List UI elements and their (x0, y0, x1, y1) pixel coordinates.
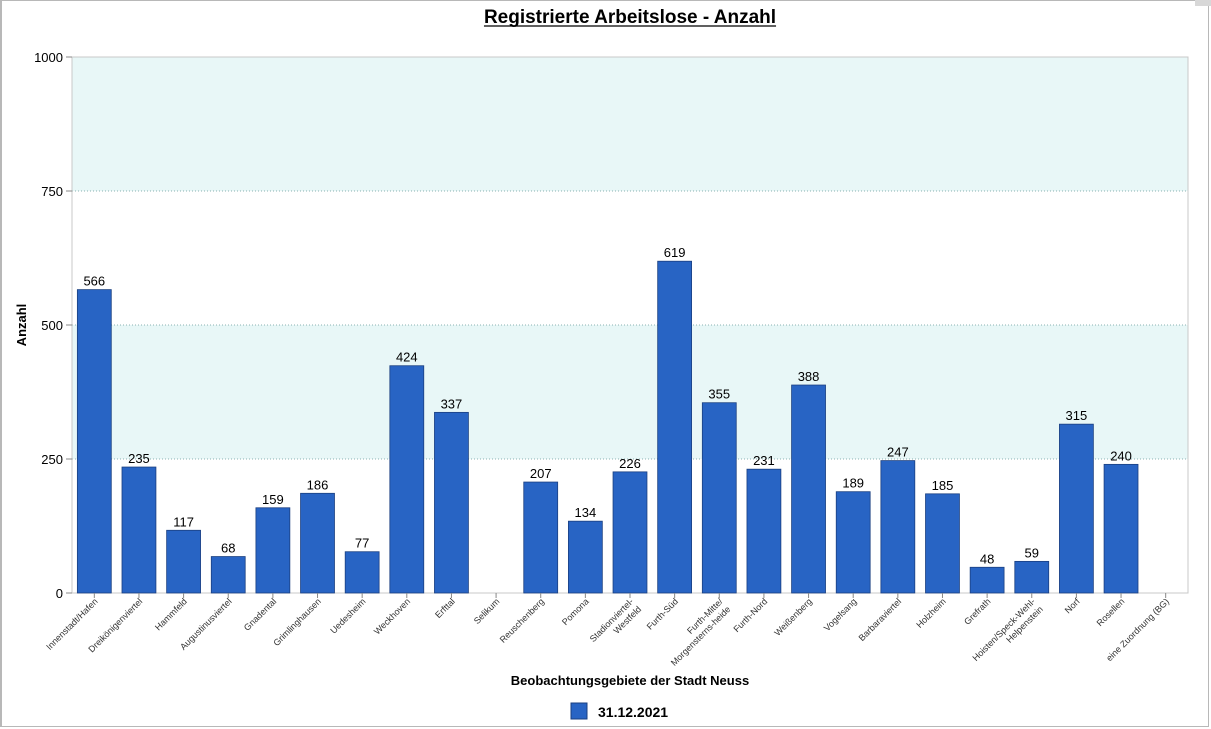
x-tick-label: Weißenberg (772, 596, 814, 638)
x-tick-label: Norf (1063, 596, 1082, 615)
window-corner (1195, 0, 1211, 6)
bar (1014, 560, 1050, 594)
x-tick-label: Furth-Nord (731, 596, 769, 634)
bar (1059, 423, 1094, 594)
data-label: 207 (530, 466, 552, 481)
bar (434, 411, 469, 594)
bar (746, 468, 782, 594)
x-tick-label: Grefrath (962, 596, 992, 626)
bar (567, 520, 603, 594)
bars (76, 260, 1139, 594)
data-label: 337 (441, 396, 463, 411)
band (72, 325, 1188, 459)
y-axis-title: Anzahl (14, 304, 29, 347)
x-tick-label: Barbaraviertel (857, 596, 904, 643)
data-label: 619 (664, 245, 686, 260)
data-label: 48 (980, 551, 994, 566)
bar (1103, 463, 1139, 594)
bar (344, 551, 380, 594)
data-label: 226 (619, 456, 641, 471)
y-tick-label: 750 (41, 184, 63, 199)
data-label: 355 (708, 387, 730, 402)
legend-swatch (570, 702, 588, 720)
x-tick-label: Grimlinghausen (271, 596, 323, 648)
bar (835, 491, 871, 594)
bar (701, 402, 737, 594)
x-tick-label: Pomona (560, 596, 591, 627)
legend: 31.12.2021 (570, 702, 668, 720)
x-tick-label: Hammfeld (153, 596, 189, 632)
data-label: 186 (307, 477, 329, 492)
bar (657, 260, 693, 594)
x-tick-label: Stadionviertel-Westfeld (588, 596, 644, 652)
bar (880, 460, 916, 594)
x-tick-label: Weckhoven (372, 596, 412, 636)
x-tick-label: Vogelsang (822, 596, 859, 633)
data-label: 231 (753, 453, 775, 468)
bar (76, 289, 112, 594)
data-label: 424 (396, 350, 418, 365)
legend-label: 31.12.2021 (598, 704, 668, 720)
data-label: 189 (842, 476, 864, 491)
x-tick-label: Furth-Süd (645, 596, 680, 631)
x-tick-label: Erfttal (433, 596, 457, 620)
y-tick-label: 1000 (34, 50, 63, 65)
data-label: 388 (798, 369, 820, 384)
data-label: 77 (355, 536, 369, 551)
data-label: 566 (83, 274, 105, 289)
bar (121, 466, 157, 594)
bar (791, 384, 826, 594)
bar (612, 471, 648, 594)
y-tick-label: 500 (41, 318, 63, 333)
band (72, 57, 1188, 191)
x-tick-label: Selikum (472, 596, 502, 626)
bar (166, 529, 201, 594)
data-label: 117 (173, 514, 194, 529)
y-tick-label: 250 (41, 452, 63, 467)
bar (300, 492, 335, 594)
band (72, 191, 1188, 325)
data-label: 315 (1066, 408, 1088, 423)
chart-title: Registrierte Arbeitslose - Anzahl (484, 7, 776, 28)
x-tick-label: Holzheim (914, 596, 948, 630)
x-tick-label: Reuschenberg (498, 596, 546, 644)
data-label: 59 (1025, 545, 1039, 560)
x-tick-label: Rosellen (1095, 596, 1127, 628)
bar (255, 507, 291, 594)
data-label: 68 (221, 541, 235, 556)
data-label: 134 (575, 505, 597, 520)
y-axis-ticks: 0 250 500 750 1000 (34, 50, 72, 601)
data-label: 159 (262, 492, 284, 507)
data-labels: 566 235 117 68 159 186 77 424 337 207 134 226 619 355… (83, 245, 1131, 566)
bar (925, 493, 960, 594)
x-tick-label: Uedesheim (328, 596, 367, 635)
data-label: 240 (1110, 448, 1132, 463)
bar (210, 556, 246, 594)
bar (969, 566, 1005, 594)
x-axis-title: Beobachtungsgebiete der Stadt Neuss (511, 673, 749, 688)
bar (523, 481, 559, 594)
data-label: 235 (128, 451, 150, 466)
x-tick-label: Gnadental (242, 596, 278, 632)
data-label: 247 (887, 445, 909, 460)
data-label: 185 (932, 478, 954, 493)
y-tick-label: 0 (56, 586, 63, 601)
bar (389, 365, 425, 594)
